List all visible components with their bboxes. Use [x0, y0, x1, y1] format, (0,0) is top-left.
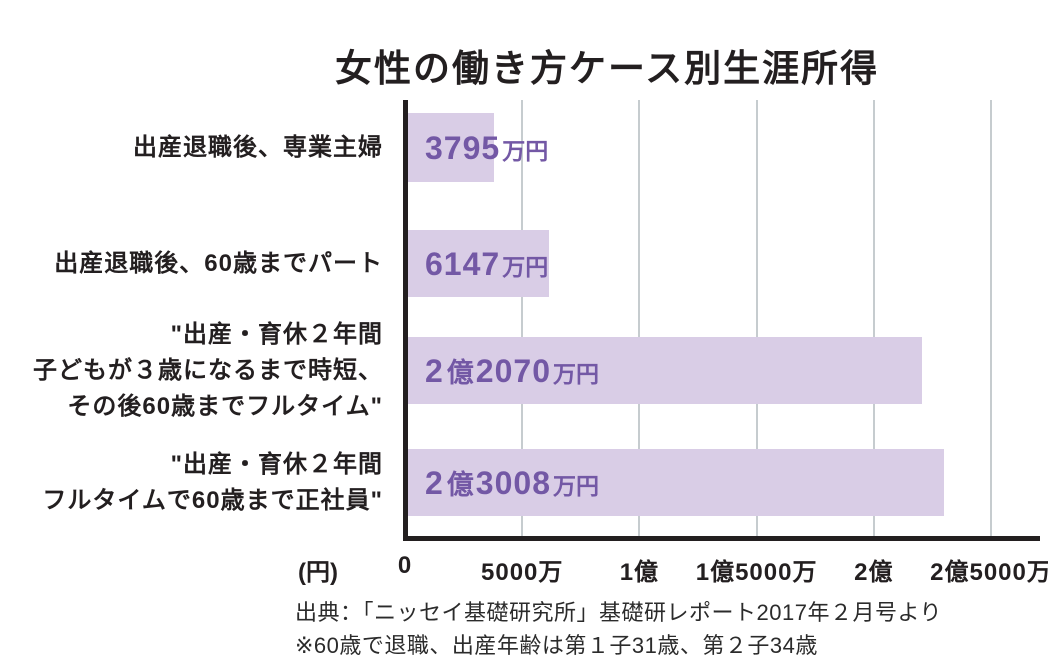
value-label: 2 億3008万円 — [425, 467, 599, 499]
x-tick-label: 2億 — [854, 559, 894, 586]
gridline — [872, 100, 875, 536]
x-tick-label: 1億5000万 — [695, 559, 818, 586]
category-label-shufu: 出産退職後、専業主婦 — [133, 130, 383, 166]
gridline — [990, 100, 992, 536]
value-number: 6147 — [425, 246, 501, 282]
value-label: 2 億2070万円 — [425, 355, 599, 387]
bar-shufu — [405, 113, 494, 182]
value-oku-unit: 億 — [446, 470, 474, 500]
chart-title: 女性の働き方ケース別生涯所得 — [335, 48, 880, 89]
value-number: 3795 — [425, 130, 501, 166]
y-axis-line — [403, 100, 408, 541]
x-tick-label: 1億 — [619, 559, 660, 586]
value-oku-number: 2 — [425, 465, 444, 501]
x-axis-line — [403, 536, 1040, 541]
source-note: 出典：「ニッセイ基礎研究所」基礎研レポート2017年２月号より — [295, 600, 943, 625]
value-oku-unit: 億 — [446, 358, 474, 388]
x-axis-unit-label: (円) — [298, 559, 338, 586]
value-man-number: 3008 — [475, 465, 551, 501]
bar-fulltime-seishain — [405, 449, 945, 516]
category-line: 出産退職後、60歳までパート — [54, 250, 383, 277]
gridline — [521, 100, 524, 536]
plot-area: 3795万円 6147万円 2 億2070万円 2 億3008万円 — [405, 100, 992, 536]
x-axis-labels: 0 5000万 1億 1億5000万 2億 2億5000万 — [0, 552, 1048, 586]
category-line: その後60歳までフルタイム" — [67, 393, 383, 420]
x-tick-label: 5000万 — [480, 559, 564, 586]
x-tick-label: 2億5000万 — [930, 559, 1048, 586]
category-label-fulltime-seishain: "出産・育休２年間 フルタイムで60歳まで正社員" — [42, 447, 383, 519]
category-line: 子どもが３歳になるまで時短、 — [33, 357, 383, 384]
value-man-number: 2070 — [475, 353, 551, 389]
gridline — [755, 100, 758, 536]
category-line: 出産退職後、専業主婦 — [133, 134, 383, 161]
value-label: 6147万円 — [425, 248, 548, 280]
value-unit: 万円 — [502, 254, 549, 280]
bar-part — [405, 230, 550, 297]
value-oku-number: 2 — [425, 353, 444, 389]
category-line: フルタイムで60歳まで正社員" — [42, 487, 383, 514]
gridline — [638, 100, 641, 536]
footer: 出典：「ニッセイ基礎研究所」基礎研レポート2017年２月号より ※60歳で退職、… — [295, 596, 942, 662]
bar-jitan-fulltime — [405, 337, 923, 404]
value-label: 3795万円 — [425, 132, 548, 164]
x-tick-label: 0 — [397, 552, 413, 579]
category-labels: 出産退職後、専業主婦 出産退職後、60歳までパート "出産・育休２年間 子どもが… — [0, 100, 393, 536]
value-unit: 万円 — [502, 138, 549, 164]
category-label-part: 出産退職後、60歳までパート — [54, 246, 383, 282]
value-man-unit: 万円 — [552, 361, 599, 387]
category-line: "出産・育休２年間 — [170, 451, 383, 478]
category-label-jitan-fulltime: "出産・育休２年間 子どもが３歳になるまで時短、 その後60歳までフルタイム" — [33, 317, 383, 425]
assumption-note: ※60歳で退職、出産年齢は第１子31歳、第２子34歳 — [295, 633, 818, 658]
category-line: "出産・育休２年間 — [170, 321, 383, 348]
value-man-unit: 万円 — [552, 473, 599, 499]
